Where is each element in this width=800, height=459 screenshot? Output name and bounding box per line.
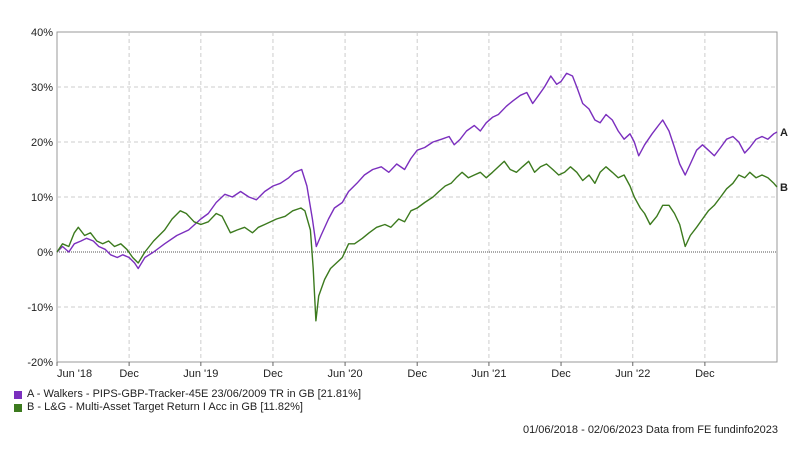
- y-tick-label: -20%: [27, 357, 53, 369]
- series-line-a: [56, 72, 778, 270]
- y-tick-label: 30%: [31, 82, 53, 94]
- y-tick-label: 40%: [31, 27, 53, 39]
- series-lines: [56, 72, 778, 322]
- performance-chart: -20% -10% 0% 10% 20% 30% 40% Jun '18 Dec Jun '19…: [27, 27, 788, 380]
- x-axis: Jun '18 Dec Jun '19 Dec Jun '20 Dec Jun '21 Dec…: [56, 362, 715, 380]
- x-tick-label: Dec: [407, 368, 427, 380]
- y-tick-label: 0%: [37, 247, 53, 259]
- grid-lines: [57, 32, 777, 362]
- legend-swatch-b: [14, 403, 22, 412]
- x-tick-label: Jun '20: [328, 368, 363, 380]
- series-end-label-b: B: [780, 182, 788, 194]
- x-tick-label: Jun '19: [183, 368, 218, 380]
- y-tick-label: 10%: [31, 192, 53, 204]
- series-line-b: [56, 160, 778, 322]
- series-end-label-a: A: [780, 127, 788, 139]
- legend-label-a: A - Walkers - PIPS-GBP-Tracker-45E 23/06…: [27, 388, 362, 400]
- legend-item-b: B - L&G - Multi-Asset Target Return I Ac…: [14, 401, 361, 414]
- x-tick-label: Jun '22: [615, 368, 650, 380]
- x-tick-label: Dec: [695, 368, 715, 380]
- footer-source: 01/06/2018 - 02/06/2023 Data from FE fun…: [522, 424, 778, 436]
- x-tick-label: Jun '18: [57, 368, 92, 380]
- legend-label-b: B - L&G - Multi-Asset Target Return I Ac…: [27, 401, 303, 413]
- x-tick-label: Dec: [119, 368, 139, 380]
- y-tick-label: -10%: [27, 302, 53, 314]
- x-tick-label: Jun '21: [471, 368, 506, 380]
- y-tick-label: 20%: [31, 137, 53, 149]
- legend-item-a: A - Walkers - PIPS-GBP-Tracker-45E 23/06…: [14, 388, 361, 401]
- x-tick-label: Dec: [263, 368, 283, 380]
- series-end-labels: AB: [780, 127, 788, 194]
- legend-swatch-a: [14, 390, 22, 399]
- y-axis: -20% -10% 0% 10% 20% 30% 40%: [27, 27, 53, 369]
- legend: A - Walkers - PIPS-GBP-Tracker-45E 23/06…: [14, 388, 361, 414]
- x-tick-label: Dec: [551, 368, 571, 380]
